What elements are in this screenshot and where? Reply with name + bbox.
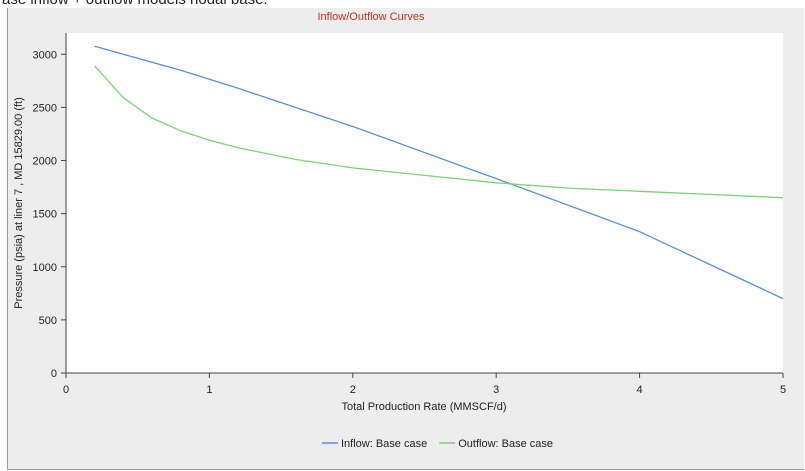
- y-axis-ticks: 0 500 1000 1500 2000 2500 3000: [33, 49, 66, 380]
- plot-area: [66, 33, 783, 373]
- y-axis-label: Pressure (psia) at liner 7 , MD 15829.00…: [13, 97, 25, 309]
- legend-label-outflow: Outflow: Base case: [458, 438, 553, 450]
- y-tick-label: 0: [51, 368, 57, 380]
- x-axis-ticks: 0 1 2 3 4 5: [63, 373, 786, 396]
- y-tick-label: 500: [39, 315, 57, 327]
- y-tick-label: 3000: [33, 49, 57, 61]
- legend-label-inflow: Inflow: Base case: [341, 438, 427, 450]
- x-axis-label: Total Production Rate (MMSCF/d): [341, 401, 506, 413]
- y-tick-label: 2500: [33, 102, 57, 114]
- outflow-series-line: [94, 65, 784, 199]
- inflow-series-line: [94, 45, 784, 300]
- legend: Inflow: Base case Outflow: Base case: [322, 438, 553, 450]
- chart-title: Inflow/Outflow Curves: [318, 11, 425, 23]
- y-tick-label: 1500: [33, 209, 57, 221]
- y-tick-label: 2000: [33, 156, 57, 168]
- x-tick-label: 2: [350, 384, 356, 396]
- y-tick-label: 1000: [33, 262, 57, 274]
- series-lines: [94, 45, 784, 300]
- x-tick-label: 4: [637, 384, 643, 396]
- x-tick-label: 1: [206, 384, 212, 396]
- x-tick-label: 0: [63, 384, 69, 396]
- caption-text: ase inflow + outflow models nodal base.: [2, 0, 268, 8]
- x-tick-label: 3: [493, 384, 499, 396]
- x-tick-label: 5: [780, 384, 786, 396]
